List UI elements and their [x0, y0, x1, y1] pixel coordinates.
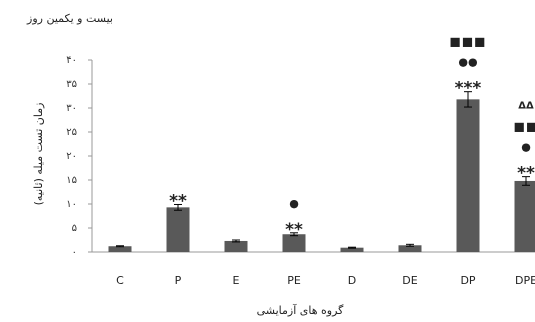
error-bars	[116, 91, 530, 249]
y-axis-label: زمان تست میله (ثانیه)	[32, 103, 45, 206]
significance-mark: **	[517, 164, 535, 184]
error-bar-d	[348, 246, 356, 249]
bar-dpe	[514, 180, 535, 252]
x-axis-label: گروه های آزمایشی	[257, 303, 345, 317]
error-bar-c	[116, 245, 124, 248]
y-tick-label: ۳۵	[66, 79, 77, 90]
bars	[108, 99, 535, 252]
y-tick-label: ۲۰	[66, 151, 77, 162]
significance-mark: ***	[455, 79, 482, 99]
significance-mark: ■■■	[449, 35, 486, 49]
bar-pe	[282, 234, 306, 252]
error-bar-pe	[290, 232, 298, 237]
x-tick-label: DP	[460, 274, 475, 287]
bar-dp	[456, 99, 480, 252]
x-tick-label: D	[348, 274, 356, 287]
bar-de	[398, 245, 422, 252]
y-tick-label: ۴۰	[66, 55, 77, 66]
y-tick-label: ۱۵	[66, 175, 77, 186]
error-bar-dpe	[522, 176, 530, 186]
x-tick-label: C	[116, 274, 124, 287]
x-tick-label: DPE	[515, 274, 535, 287]
y-tick-label: ۲۵	[66, 127, 77, 138]
significance-annotations: ** ** ● *** ●● ■■■ ** ● ■■ ΔΔ	[169, 35, 535, 240]
x-tick-label: E	[233, 274, 240, 287]
significance-mark: ΔΔ	[518, 101, 534, 112]
chart-title: بیست و یکمین روز	[26, 12, 113, 25]
error-bar-de	[406, 243, 414, 247]
bar-c	[108, 246, 132, 252]
significance-mark: ●	[289, 197, 299, 210]
y-tick-label: ۵	[72, 223, 77, 234]
bar-d	[340, 247, 364, 252]
y-tick-label: ۱۰	[66, 199, 77, 210]
significance-mark: ●●	[458, 56, 477, 69]
y-tick-label: ۳۰	[66, 103, 77, 114]
significance-mark: ●	[521, 141, 531, 154]
bar-p	[166, 207, 190, 252]
bar-e	[224, 240, 248, 252]
error-bar-dp	[464, 91, 472, 108]
y-ticks: ۰ ۵ ۱۰ ۱۵ ۲۰ ۲۵ ۳۰ ۳۵ ۴۰	[66, 55, 92, 258]
significance-mark: ■■	[514, 120, 535, 134]
error-bar-p	[174, 203, 182, 211]
significance-mark: **	[169, 191, 187, 211]
x-tick-label: DE	[402, 274, 417, 287]
y-tick-label: ۰	[72, 247, 77, 258]
significance-mark: **	[285, 220, 303, 240]
x-tick-label: P	[175, 274, 182, 287]
x-tick-label: PE	[287, 274, 301, 287]
x-ticks: C P E PE D DE DP DPE	[116, 274, 535, 287]
error-bar-e	[232, 239, 240, 243]
